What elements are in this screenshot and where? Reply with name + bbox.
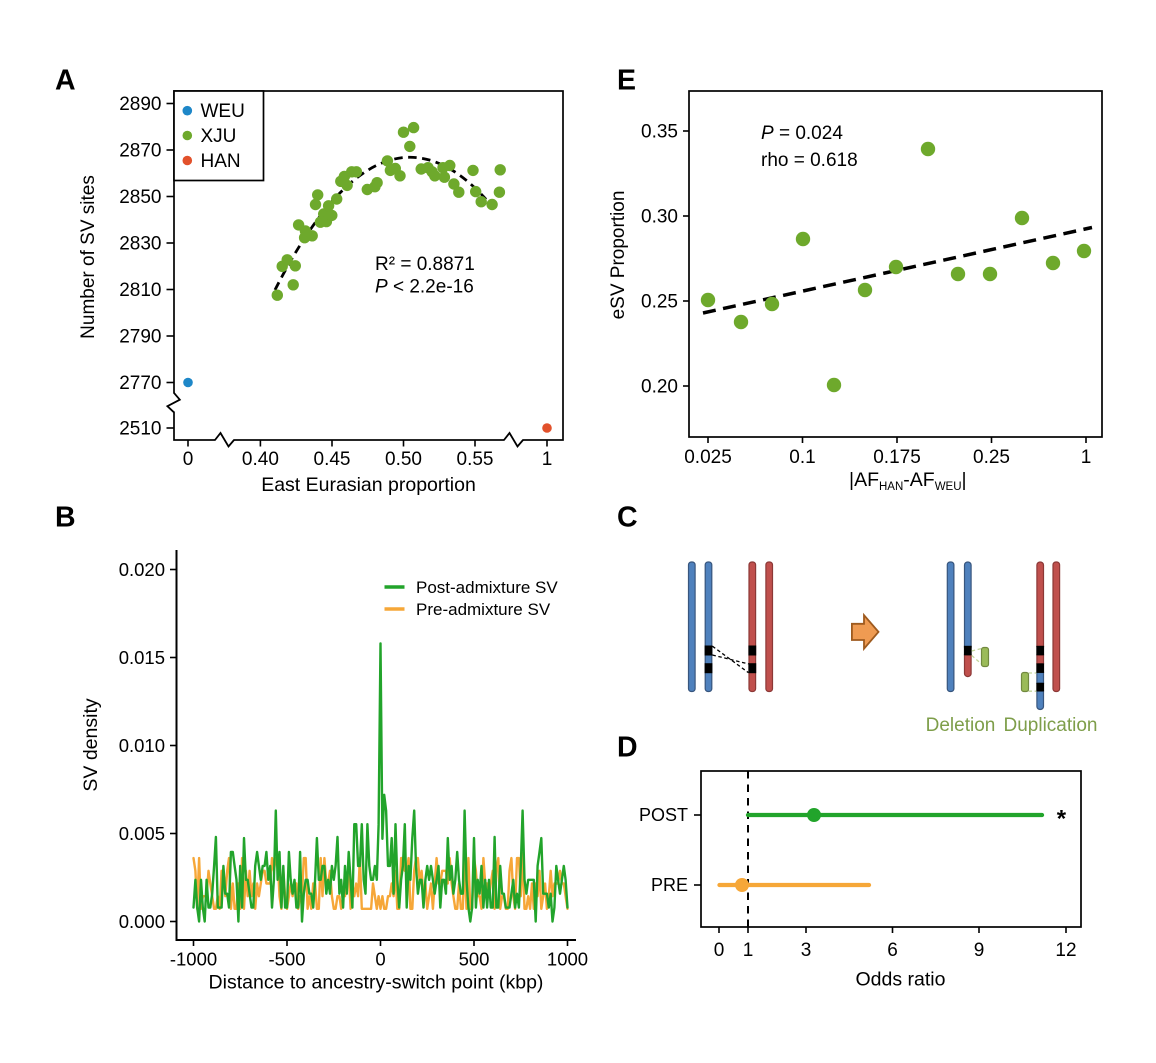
- svg-text:*: *: [1057, 806, 1067, 833]
- svg-text:0.20: 0.20: [641, 377, 678, 398]
- svg-text:0.020: 0.020: [119, 559, 165, 580]
- svg-text:SV density: SV density: [80, 698, 102, 791]
- svg-text:0: 0: [183, 449, 194, 470]
- svg-text:P < 2.2e-16: P < 2.2e-16: [375, 277, 474, 298]
- svg-text:0.45: 0.45: [314, 449, 351, 470]
- svg-text:Odds ratio: Odds ratio: [856, 969, 946, 991]
- svg-text:9: 9: [974, 940, 985, 961]
- svg-text:0.50: 0.50: [385, 449, 422, 470]
- svg-text:D: D: [617, 732, 638, 764]
- svg-text:3: 3: [801, 940, 812, 961]
- svg-text:B: B: [55, 502, 76, 534]
- svg-text:XJU: XJU: [201, 126, 237, 147]
- svg-text:Deletion: Deletion: [926, 715, 996, 736]
- svg-text:0.015: 0.015: [119, 647, 165, 668]
- svg-text:1: 1: [542, 449, 553, 470]
- svg-text:0.25: 0.25: [641, 292, 678, 313]
- svg-text:POST: POST: [639, 805, 688, 825]
- svg-text:2890: 2890: [119, 94, 161, 115]
- svg-text:0.25: 0.25: [973, 447, 1010, 468]
- svg-text:Post-admixture SV: Post-admixture SV: [416, 578, 558, 597]
- svg-text:2870: 2870: [119, 141, 161, 162]
- svg-text:Pre-admixture SV: Pre-admixture SV: [416, 600, 551, 619]
- svg-text:500: 500: [459, 949, 490, 970]
- svg-text:Duplication: Duplication: [1004, 715, 1098, 736]
- svg-text:0.35: 0.35: [641, 122, 678, 143]
- svg-text:1: 1: [1081, 447, 1092, 468]
- svg-text:C: C: [617, 502, 638, 534]
- svg-text:East Eurasian proportion: East Eurasian proportion: [261, 474, 476, 496]
- svg-text:1000: 1000: [547, 949, 588, 970]
- svg-text:P = 0.024: P = 0.024: [761, 123, 843, 144]
- svg-text:E: E: [617, 65, 636, 97]
- svg-text:0: 0: [375, 949, 385, 970]
- svg-text:2510: 2510: [119, 419, 161, 440]
- svg-text:Number of SV sites: Number of SV sites: [78, 175, 99, 339]
- svg-text:2790: 2790: [119, 327, 161, 348]
- svg-text:0: 0: [714, 940, 725, 961]
- svg-text:Distance to ancestry-switch po: Distance to ancestry-switch point (kbp): [209, 972, 544, 994]
- svg-text:0.55: 0.55: [457, 449, 494, 470]
- svg-text:0.005: 0.005: [119, 823, 165, 844]
- svg-text:2830: 2830: [119, 234, 161, 255]
- svg-text:12: 12: [1055, 940, 1076, 961]
- svg-text:2810: 2810: [119, 280, 161, 301]
- svg-text:0.40: 0.40: [242, 449, 279, 470]
- svg-text:-1000: -1000: [170, 949, 217, 970]
- svg-text:2770: 2770: [119, 373, 161, 394]
- svg-text:0.010: 0.010: [119, 735, 165, 756]
- svg-text:6: 6: [887, 940, 898, 961]
- svg-text:WEU: WEU: [201, 101, 245, 122]
- svg-text:0.1: 0.1: [789, 447, 815, 468]
- svg-text:eSV Proportion: eSV Proportion: [608, 191, 629, 320]
- svg-text:0.175: 0.175: [873, 447, 921, 468]
- svg-text:PRE: PRE: [651, 875, 688, 895]
- svg-text:0.025: 0.025: [684, 447, 732, 468]
- svg-text:1: 1: [743, 940, 754, 961]
- svg-text:HAN: HAN: [201, 151, 241, 172]
- svg-text:2850: 2850: [119, 187, 161, 208]
- svg-text:A: A: [55, 65, 76, 97]
- svg-text:rho = 0.618: rho = 0.618: [761, 150, 858, 171]
- svg-text:R² = 0.8871: R² = 0.8871: [375, 254, 475, 275]
- svg-text:0.30: 0.30: [641, 207, 678, 228]
- svg-text:-500: -500: [268, 949, 305, 970]
- svg-text:0.000: 0.000: [119, 911, 165, 932]
